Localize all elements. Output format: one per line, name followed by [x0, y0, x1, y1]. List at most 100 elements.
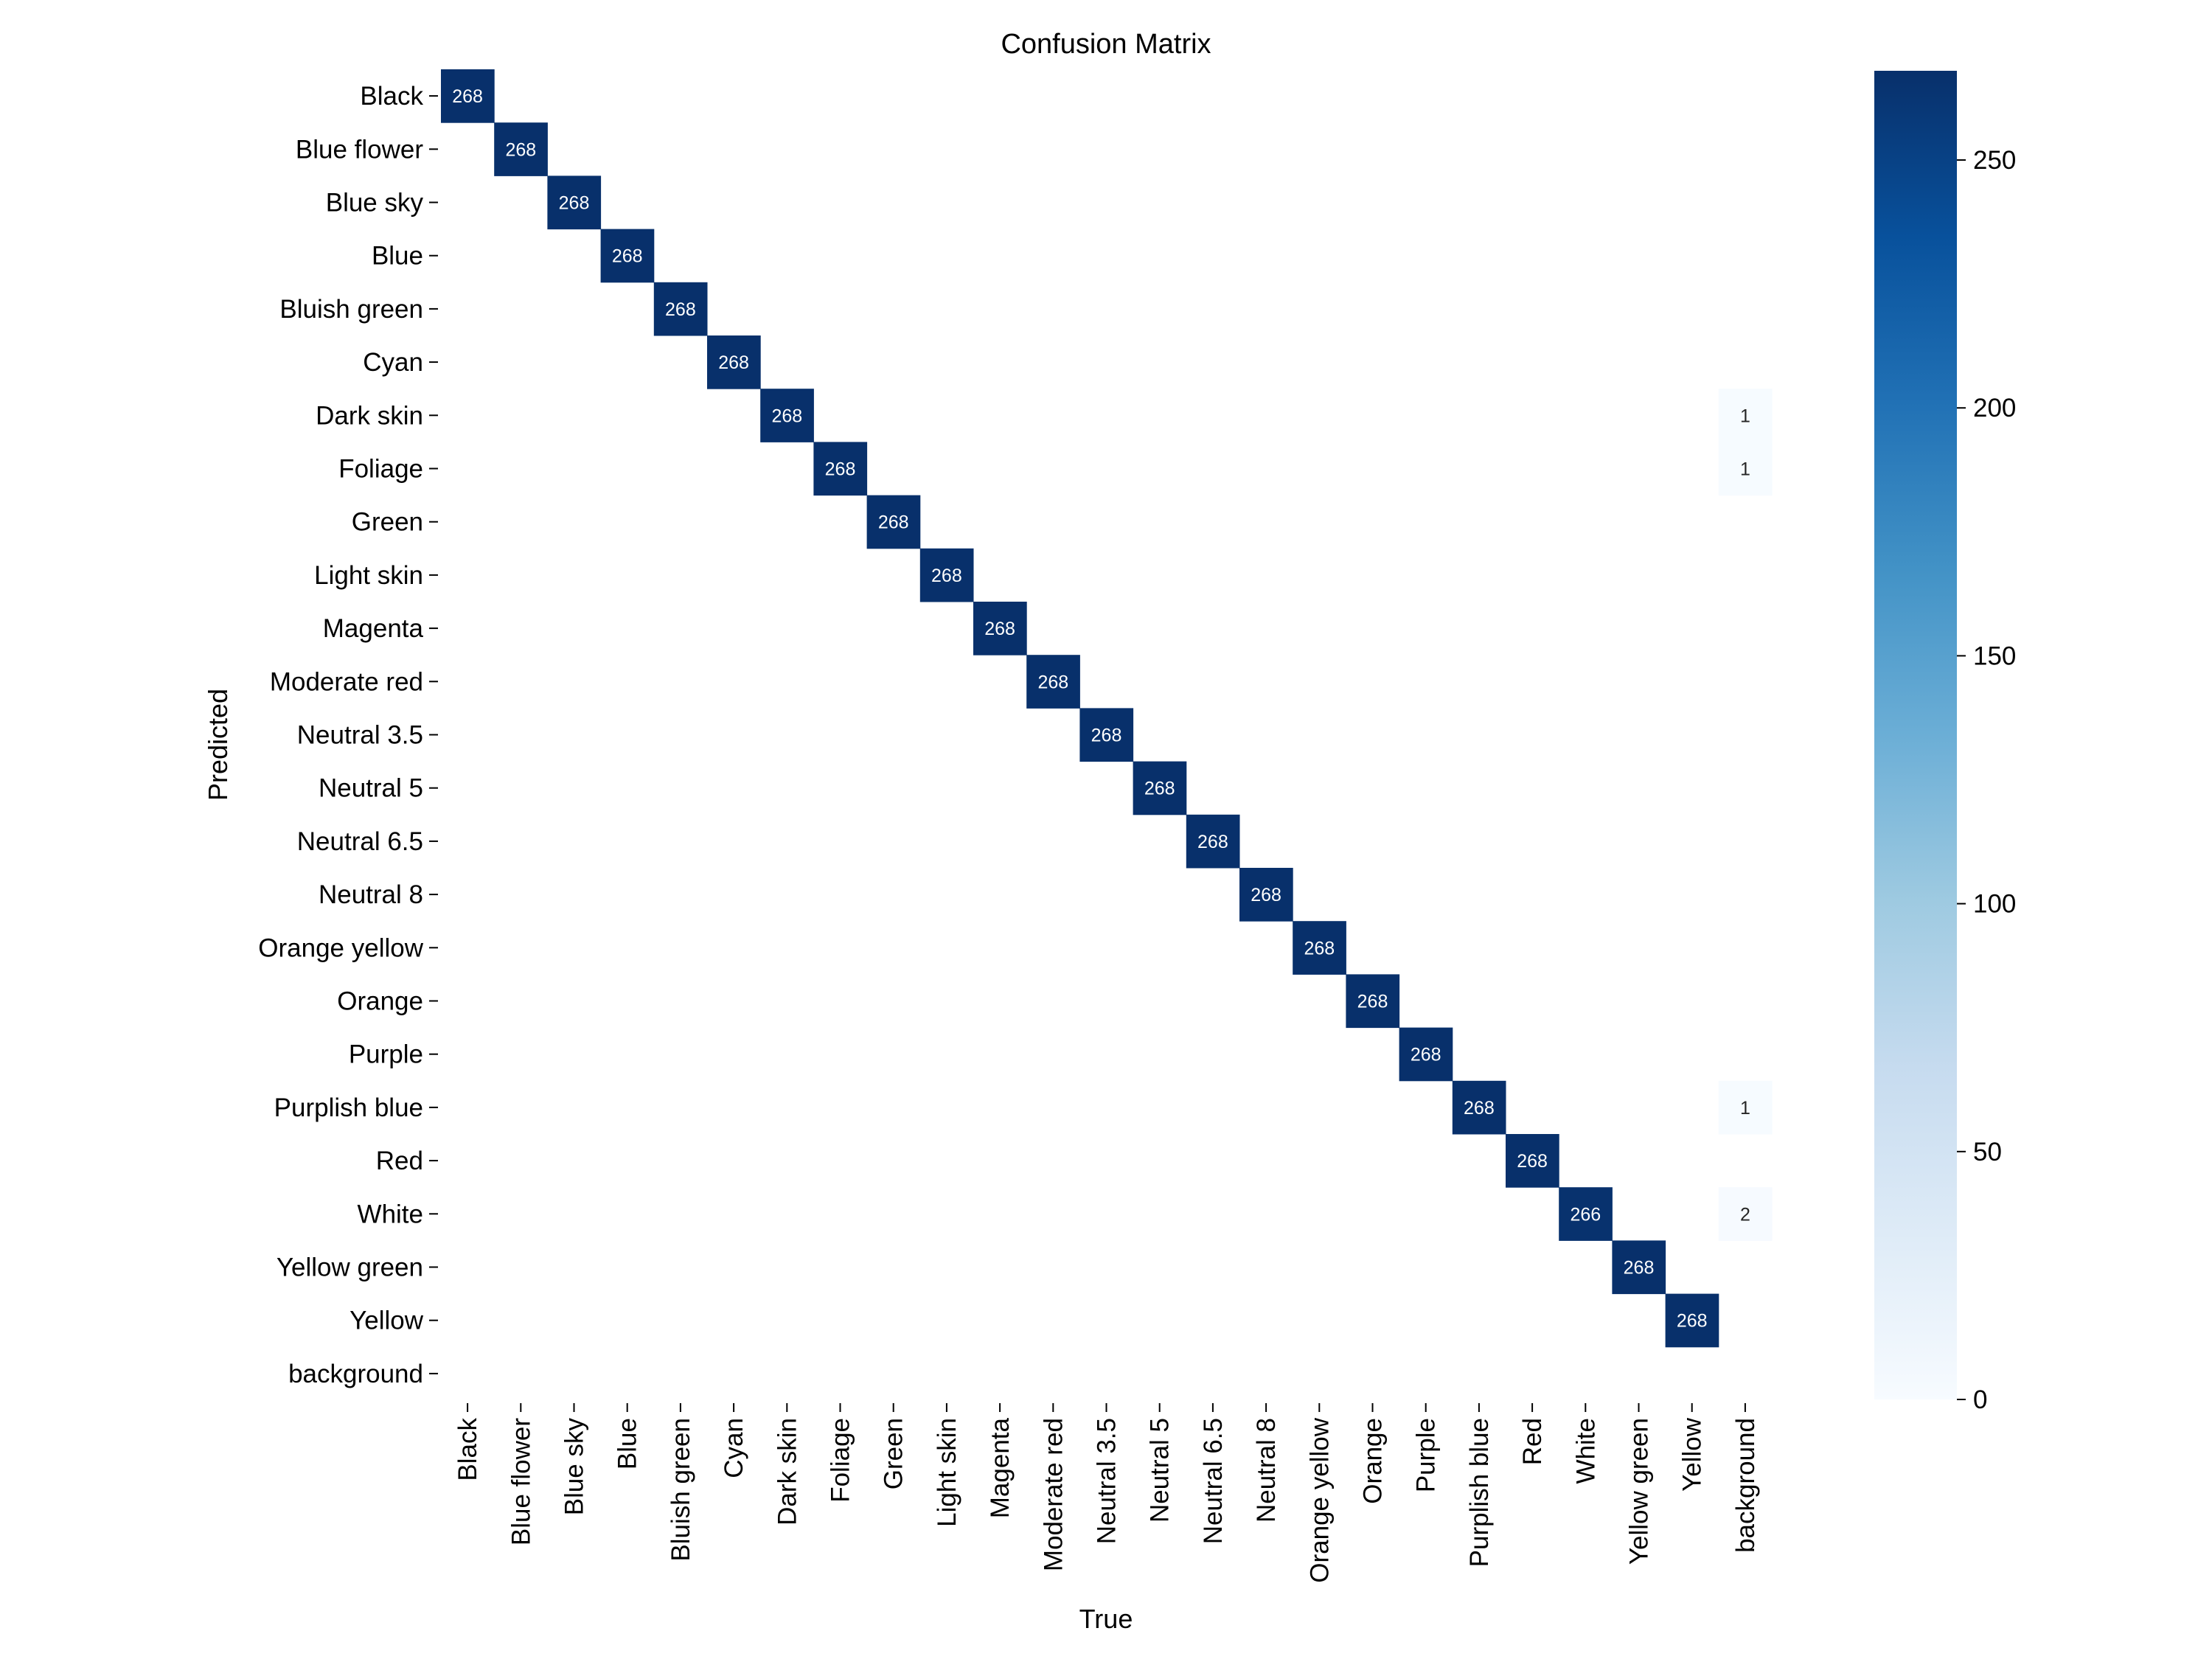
- y-tick-label: Dark skin: [316, 401, 423, 430]
- cell-value-label: 268: [984, 619, 1015, 639]
- heatmap-cell: [1718, 389, 1773, 442]
- heatmap-cell: [1346, 974, 1400, 1029]
- x-axis-ticks: Black Blue flower Blue sky Blue Bluish green…: [453, 1403, 1760, 1583]
- y-tick-label: Yellow: [349, 1307, 424, 1335]
- cell-value-label: 268: [559, 193, 590, 214]
- x-tick-label: Neutral 5: [1146, 1418, 1175, 1523]
- heatmap-cell: [1186, 814, 1240, 869]
- heatmap-cell: [441, 69, 495, 123]
- colorbar-tick-label: 150: [1973, 641, 2016, 670]
- heatmap-cell: [600, 229, 655, 283]
- colorbar-tick-label: 250: [1973, 146, 2016, 175]
- y-tick-label: Blue: [372, 242, 423, 271]
- heatmap-cell: [547, 175, 602, 230]
- colorbar-tick-label: 0: [1973, 1385, 1987, 1414]
- y-tick-label: Green: [352, 508, 423, 537]
- heatmap-cell: [1026, 655, 1080, 709]
- heatmap-cell: [1452, 1080, 1506, 1135]
- x-tick-label: background: [1731, 1418, 1760, 1553]
- cell-value-label: 268: [1251, 885, 1281, 905]
- y-tick-label: Purplish blue: [274, 1093, 423, 1122]
- cell-value-label: 268: [1144, 779, 1175, 799]
- y-tick-label: Yellow green: [276, 1253, 423, 1282]
- colorbar-tick-label: 100: [1973, 890, 2016, 919]
- cell-value-label: 268: [612, 246, 643, 267]
- x-tick-label: Magenta: [986, 1417, 1015, 1518]
- cell-value-label: 268: [931, 566, 962, 586]
- x-tick-label: Foliage: [827, 1418, 855, 1503]
- y-tick-label: Foliage: [338, 455, 423, 484]
- cell-value-label: 1: [1740, 1098, 1750, 1119]
- heatmap-cell: [1239, 868, 1293, 922]
- cell-value-label: 268: [878, 512, 909, 533]
- y-tick-label: background: [288, 1360, 423, 1388]
- x-tick-label: Purplish blue: [1465, 1418, 1494, 1567]
- y-tick-label: Blue sky: [326, 189, 424, 218]
- x-tick-label: White: [1571, 1418, 1600, 1484]
- x-tick-label: Green: [880, 1418, 908, 1489]
- heatmap-cell: [1293, 921, 1346, 975]
- y-tick-label: Bluish green: [279, 295, 423, 324]
- cell-value-label: 268: [505, 139, 536, 160]
- heatmap-cell: [1133, 761, 1187, 815]
- colorbar-tick-label: 50: [1973, 1138, 2002, 1166]
- cell-value-label: 268: [1357, 992, 1388, 1012]
- x-tick-label: Yellow green: [1625, 1418, 1654, 1565]
- y-tick-label: Orange: [337, 987, 423, 1016]
- x-tick-label: Purple: [1412, 1418, 1441, 1492]
- y-tick-label: Orange yellow: [258, 933, 423, 962]
- cell-value-label: 268: [1197, 832, 1228, 852]
- cell-value-label: 268: [718, 352, 749, 373]
- heatmap-cell: [1399, 1027, 1453, 1082]
- heatmap-cell: [1559, 1187, 1613, 1241]
- cell-value-label: 268: [1517, 1151, 1548, 1172]
- heatmap-cell: [973, 602, 1027, 655]
- cell-value-label: 268: [1677, 1311, 1708, 1332]
- x-tick-label: Yellow: [1678, 1417, 1707, 1492]
- cell-value-label: 1: [1740, 459, 1750, 480]
- heatmap-cell: [1506, 1134, 1559, 1188]
- x-tick-label: Neutral 3.5: [1093, 1418, 1121, 1544]
- cell-value-label: 268: [665, 299, 696, 320]
- x-tick-label: Moderate red: [1039, 1418, 1068, 1571]
- heatmap-cell: [1665, 1293, 1719, 1348]
- heatmap-cell: [494, 122, 548, 176]
- y-axis-ticks: Black Blue flower Blue sky Blue Bluish green…: [258, 82, 438, 1388]
- heatmap-cell: [866, 495, 921, 549]
- x-tick-label: Blue: [613, 1418, 642, 1470]
- cell-value-label: 268: [1411, 1045, 1441, 1065]
- x-tick-label: Orange: [1359, 1418, 1388, 1504]
- colorbar-tick-label: 200: [1973, 394, 2016, 422]
- y-tick-label: Moderate red: [270, 667, 423, 696]
- x-tick-label: Dark skin: [773, 1418, 801, 1526]
- cell-value-label: 268: [1464, 1098, 1495, 1119]
- cell-value-label: 268: [1304, 938, 1335, 959]
- y-tick-label: Light skin: [314, 561, 423, 590]
- heatmap-cell: [1718, 442, 1773, 496]
- x-tick-label: Red: [1518, 1418, 1547, 1465]
- x-tick-label: Orange yellow: [1305, 1417, 1334, 1582]
- x-tick-label: Bluish green: [667, 1418, 695, 1562]
- x-tick-label: Blue sky: [560, 1418, 589, 1516]
- heatmap-cell: [653, 282, 708, 336]
- y-tick-label: Blue flower: [296, 135, 423, 164]
- cell-value-label: 268: [452, 86, 483, 107]
- heatmap-cell: [1079, 708, 1134, 762]
- y-tick-label: Neutral 5: [319, 774, 423, 803]
- heatmap-cell: [707, 335, 761, 389]
- cell-value-label: 2: [1740, 1204, 1750, 1225]
- cell-value-label: 266: [1570, 1204, 1601, 1225]
- chart-title: Confusion Matrix: [1001, 29, 1211, 60]
- y-tick-label: Cyan: [363, 348, 423, 377]
- cell-value-label: 268: [771, 406, 802, 426]
- heatmap-cells: 268 268 268 268 268 268 268 1 268 1 268 268 268 268 26…: [441, 69, 1773, 1348]
- y-tick-label: Black: [360, 82, 423, 111]
- cell-value-label: 268: [1624, 1258, 1655, 1279]
- x-axis-label: True: [1079, 1604, 1133, 1634]
- cell-value-label: 268: [1091, 726, 1122, 746]
- cell-value-label: 268: [825, 459, 856, 480]
- heatmap-cell: [1718, 1187, 1773, 1241]
- heatmap-cell: [1612, 1240, 1666, 1295]
- heatmap-cell: [813, 442, 868, 496]
